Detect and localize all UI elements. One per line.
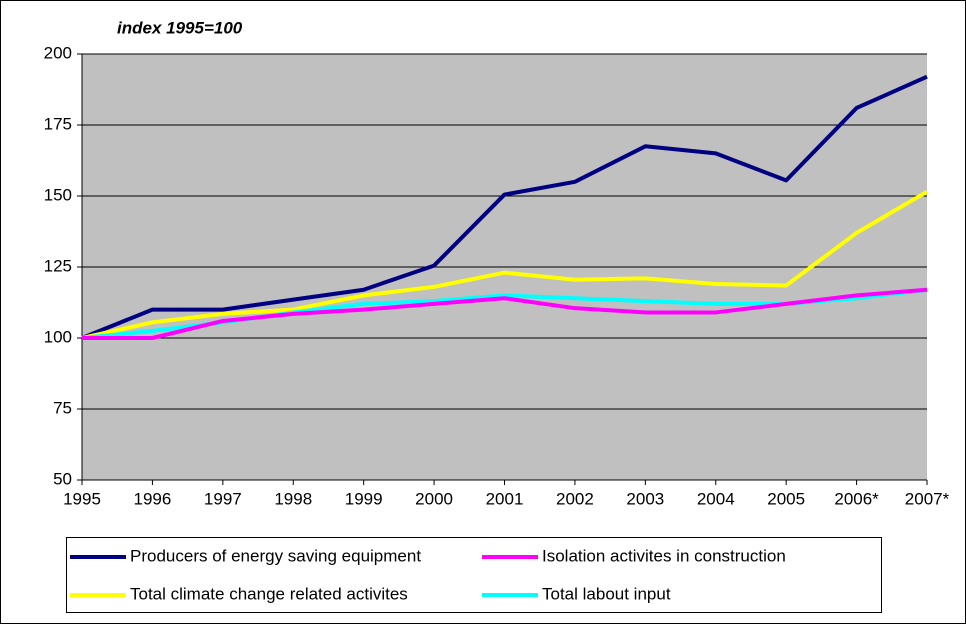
series-line (81, 74, 928, 340)
legend (66, 537, 882, 613)
x-tick-label: 2006* (834, 489, 879, 508)
legend-label: Isolation activites in construction (542, 546, 786, 565)
x-tick-label: 1998 (274, 489, 312, 508)
x-tick-label: 1999 (345, 489, 383, 508)
x-tick-label: 1997 (204, 489, 242, 508)
x-tick-label: 2007* (905, 489, 950, 508)
series-line (81, 190, 929, 340)
y-tick-label: 175 (44, 114, 72, 133)
legend-label: Total climate change related activites (130, 584, 408, 603)
x-tick-label: 2005 (767, 489, 805, 508)
y-tick-label: 150 (44, 185, 72, 204)
y-tick-label: 50 (53, 469, 72, 488)
series-line (82, 287, 928, 340)
x-tick-label: 2001 (486, 489, 524, 508)
x-tick-label: 1995 (63, 489, 101, 508)
legend-label: Total labout input (542, 584, 671, 603)
x-tick-label: 2003 (626, 489, 664, 508)
x-tick-label: 2000 (415, 489, 453, 508)
x-tick-label: 2002 (556, 489, 594, 508)
y-tick-label: 125 (44, 256, 72, 275)
chart-title: index 1995=100 (117, 18, 243, 37)
y-tick-label: 100 (44, 327, 72, 346)
legend-label: Producers of energy saving equipment (130, 546, 421, 565)
y-tick-label: 75 (53, 398, 72, 417)
y-tick-label: 200 (44, 43, 72, 62)
x-tick-label: 1996 (134, 489, 172, 508)
x-tick-label: 2004 (697, 489, 735, 508)
